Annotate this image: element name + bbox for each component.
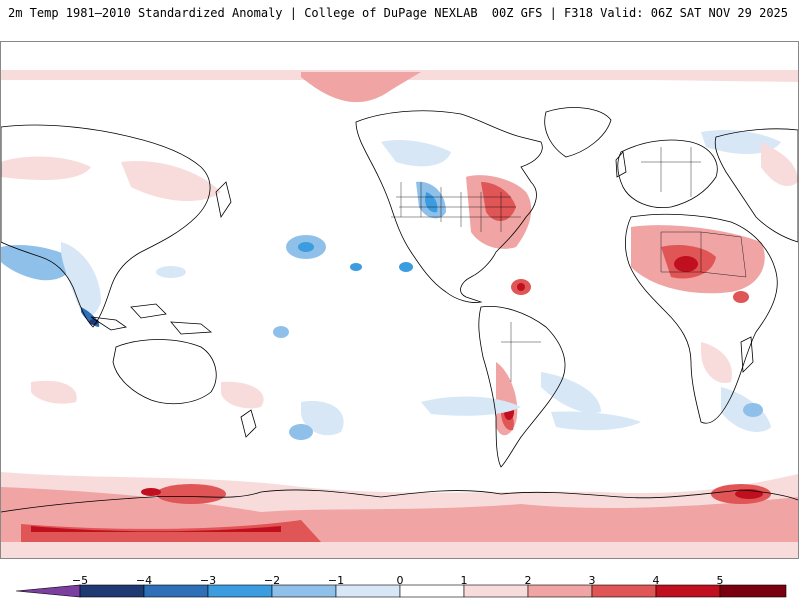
colorbar-bin: [143, 584, 209, 598]
colorbar-bin: [719, 584, 787, 598]
colorbar-tick-label: 5: [716, 574, 724, 587]
arctic-anomaly-band: [1, 70, 798, 103]
colorbar-bin: [335, 584, 401, 598]
colorbar-scale: [15, 584, 787, 598]
colorbar-bin: [207, 584, 273, 598]
colorbar-bin: [591, 584, 657, 598]
colorbar-tick-label: 3: [588, 574, 596, 587]
country-borders: [391, 147, 747, 382]
ocean-anomalies: [31, 235, 641, 440]
colorbar-tick-label: −4: [135, 574, 153, 587]
map-title: 2m Temp 1981–2010 Standardized Anomaly |…: [8, 6, 478, 20]
colorbar-tick-label: 2: [524, 574, 532, 587]
colorbar-tick-label: 4: [652, 574, 660, 587]
colorbar-bin: [655, 584, 721, 598]
colorbar-bin: [527, 584, 593, 598]
colorbar-bin: [271, 584, 337, 598]
header: 2m Temp 1981–2010 Standardized Anomaly |…: [0, 0, 800, 38]
colorbar: −5 −4 −3 −2 −1 0 1 2 3 4 5: [0, 570, 800, 600]
model-run-info: 00Z GFS | F318 Valid: 06Z SAT NOV 29 202…: [491, 6, 788, 20]
colorbar-bin: [399, 584, 465, 598]
coastlines: [1, 107, 798, 513]
world-map[interactable]: [0, 41, 799, 559]
colorbar-tick-label: −1: [327, 574, 345, 587]
anomaly-map-svg: [1, 42, 798, 558]
colorbar-tick-label: 1: [460, 574, 468, 587]
colorbar-bin: [15, 584, 81, 598]
antarctic-anomaly-band: [1, 472, 798, 558]
colorbar-bin: [463, 584, 529, 598]
north-america-anomalies: [381, 140, 532, 249]
africa-anomalies: [631, 225, 771, 432]
colorbar-tick-label: −5: [71, 574, 89, 587]
south-america-anomalies: [496, 279, 601, 436]
colorbar-tick-label: −3: [199, 574, 217, 587]
colorbar-tick-label: −2: [263, 574, 281, 587]
colorbar-tick-label: 0: [396, 574, 404, 587]
colorbar-bin: [79, 584, 145, 598]
